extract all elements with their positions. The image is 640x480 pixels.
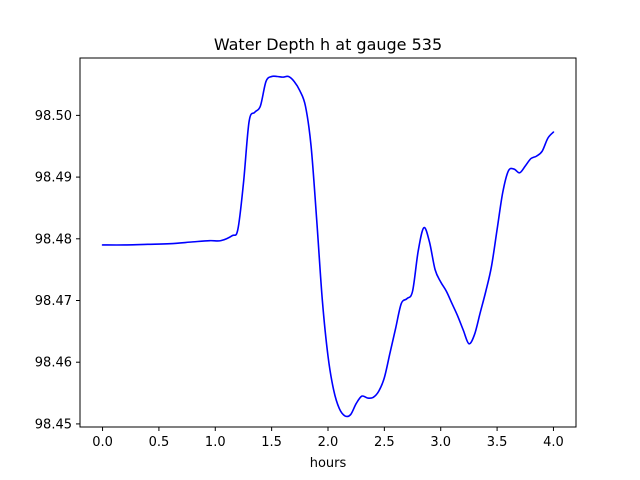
- x-tick-label: 4.0: [543, 435, 564, 450]
- x-tick-label: 3.5: [487, 435, 508, 450]
- x-tick-label: 2.0: [318, 435, 339, 450]
- y-tick-label: 98.45: [35, 417, 72, 432]
- y-tick-label: 98.48: [35, 232, 72, 247]
- y-axis: 98.45 98.46 98.47 98.48 98.49 98.50: [35, 109, 80, 432]
- x-tick-label: 1.5: [261, 435, 282, 450]
- x-tick-label: 2.5: [374, 435, 395, 450]
- y-tick-label: 98.46: [35, 356, 72, 371]
- x-axis-label: hours: [310, 456, 347, 471]
- x-tick-label: 0.5: [149, 435, 170, 450]
- x-tick-label: 0.0: [92, 435, 113, 450]
- chart-title: Water Depth h at gauge 535: [214, 35, 442, 54]
- series-layer: [101, 75, 555, 418]
- x-tick-label: 1.0: [205, 435, 226, 450]
- series-line-0: [101, 75, 555, 418]
- x-tick-label: 3.0: [430, 435, 451, 450]
- x-axis: 0.0 0.5 1.0 1.5 2.0 2.5 3.0 3.5 4.0: [92, 427, 564, 450]
- y-tick-label: 98.47: [35, 294, 72, 309]
- y-tick-label: 98.50: [35, 109, 72, 124]
- y-tick-label: 98.49: [35, 171, 72, 186]
